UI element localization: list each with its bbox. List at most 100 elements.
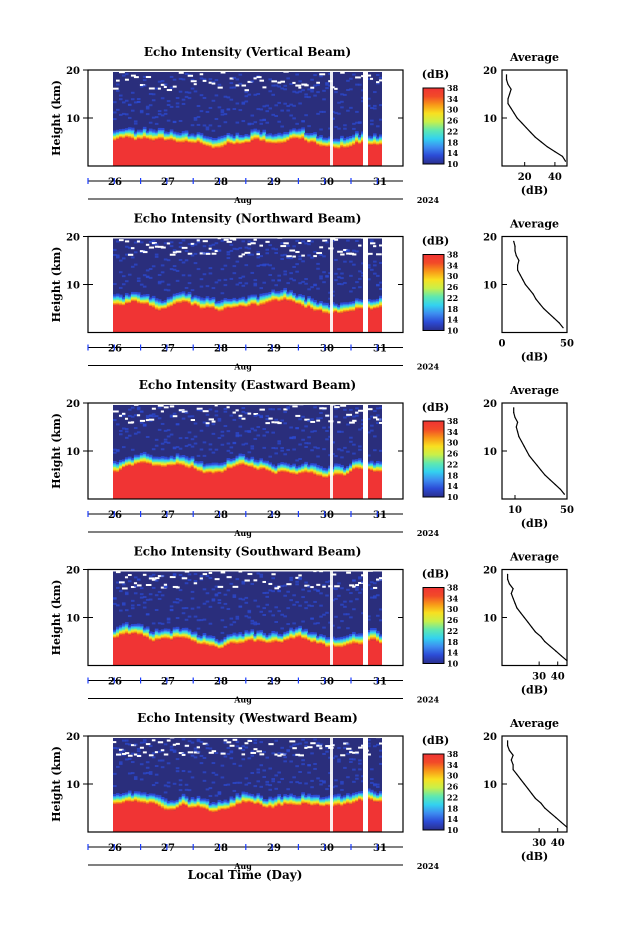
heatmap-cell xyxy=(142,634,147,637)
heatmap-column xyxy=(118,581,125,666)
heatmap-cell xyxy=(220,311,225,333)
heatmap-cell xyxy=(304,464,308,467)
heatmap-cell xyxy=(265,300,270,303)
heatmap-cell xyxy=(196,471,201,499)
heatmap-streak xyxy=(256,414,261,417)
heatmap-cell xyxy=(139,456,144,459)
heatmap-cell xyxy=(124,135,129,138)
heatmap-cell xyxy=(163,304,168,307)
average-point xyxy=(553,317,555,319)
heatmap-cell xyxy=(193,298,198,301)
heatmap-cell xyxy=(277,136,281,139)
heatmap-cell xyxy=(280,470,284,473)
heatmap-cell xyxy=(292,468,296,471)
heatmap-cell xyxy=(304,304,308,307)
heatmap-cell xyxy=(256,638,261,641)
heatmap-column xyxy=(280,80,286,166)
heatmap-column xyxy=(175,250,182,333)
average-point xyxy=(514,245,516,247)
average-point xyxy=(519,274,521,276)
heatmap-cell xyxy=(130,464,135,467)
heatmap-cell xyxy=(190,638,195,641)
missing-data-speck xyxy=(286,583,292,586)
heatmap-cell xyxy=(163,134,168,137)
heatmap-streak xyxy=(226,253,231,256)
heatmap-cell xyxy=(256,306,261,333)
heatmap-cell xyxy=(172,460,177,462)
heatmap-cell xyxy=(199,141,204,144)
heatmap-streak xyxy=(367,266,371,269)
heatmap-cell xyxy=(334,466,338,469)
heatmap-streak xyxy=(271,113,275,116)
heatmap-cell xyxy=(181,631,186,634)
heatmap-cell xyxy=(181,627,186,630)
heatmap-cell xyxy=(271,301,275,333)
heatmap-cell xyxy=(175,628,180,631)
heatmap-cell xyxy=(115,465,120,468)
heatmap-cell xyxy=(307,298,311,301)
heatmap-cell xyxy=(334,143,338,146)
heatmap-streak xyxy=(280,254,284,257)
heatmap-streak xyxy=(241,102,246,105)
missing-data-speck xyxy=(124,417,128,420)
heatmap-column xyxy=(337,582,341,666)
heatmap-column xyxy=(268,244,273,333)
heatmap-cell xyxy=(139,295,144,298)
heatmap-cell xyxy=(262,294,267,297)
heatmap-cell xyxy=(199,137,204,140)
heatmap-cell xyxy=(157,633,162,636)
heatmap-cell xyxy=(343,145,347,148)
heatmap-streak xyxy=(121,603,126,606)
heatmap-cell xyxy=(247,304,252,307)
heatmap-cell xyxy=(289,634,293,637)
heatmap-cell xyxy=(124,133,129,136)
heatmap-cell xyxy=(292,299,296,302)
heatmap-cell xyxy=(172,137,177,140)
heatmap-cell xyxy=(151,639,156,641)
heatmap-streak xyxy=(283,253,287,256)
heatmap-streak xyxy=(226,257,231,260)
heatmap-streak xyxy=(154,122,159,125)
heatmap-cell xyxy=(154,310,159,333)
heatmap-cell xyxy=(113,630,117,633)
heatmap-cell xyxy=(172,464,177,466)
heatmap-cell xyxy=(214,310,219,333)
heatmap-cell xyxy=(268,140,273,143)
heatmap-streak xyxy=(247,431,252,434)
heatmap-cell xyxy=(133,297,138,300)
heatmap-cell xyxy=(301,137,305,140)
heatmap-cell xyxy=(328,304,332,307)
heatmap-cell xyxy=(208,147,213,166)
heatmap-cell xyxy=(148,306,153,333)
y-tick-label: 10 xyxy=(66,114,80,125)
heatmap-cell xyxy=(184,138,189,142)
heatmap-column xyxy=(253,412,259,499)
heatmap-cell xyxy=(226,469,231,499)
heatmap-cell xyxy=(340,306,344,309)
heatmap-cell xyxy=(184,633,189,636)
heatmap-cell xyxy=(265,461,270,464)
heatmap-cell xyxy=(205,642,210,645)
heatmap-cell xyxy=(208,469,213,471)
heatmap-cell xyxy=(277,296,281,299)
heatmap-cell xyxy=(232,297,237,300)
missing-data-speck xyxy=(175,250,182,253)
heatmap-cell xyxy=(184,296,189,299)
heatmap-cell xyxy=(370,137,374,140)
heatmap-streak xyxy=(304,442,308,445)
heatmap-cell xyxy=(157,461,162,464)
heatmap-cell xyxy=(205,300,210,303)
heatmap-cell xyxy=(229,636,234,639)
heatmap-cell xyxy=(181,143,186,166)
heatmap-cell xyxy=(298,299,302,302)
heatmap-cell xyxy=(214,138,219,140)
heatmap-streak xyxy=(307,288,311,291)
heatmap-cell xyxy=(166,297,171,300)
heatmap-cell xyxy=(175,143,180,166)
heatmap-streak xyxy=(217,417,222,420)
heatmap-cell xyxy=(313,143,317,166)
heatmap-streak xyxy=(124,113,129,116)
heatmap-cell xyxy=(229,303,234,306)
heatmap-column xyxy=(274,585,280,666)
heatmap-cell xyxy=(208,305,213,308)
